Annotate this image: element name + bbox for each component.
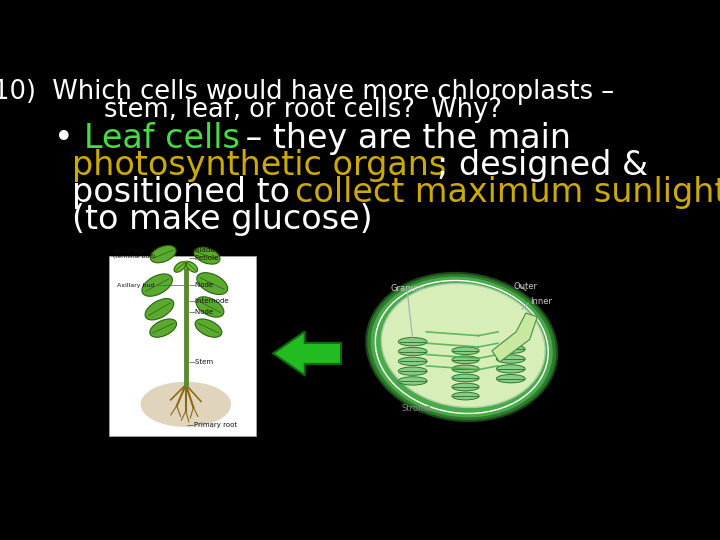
Text: – they are the main: – they are the main (235, 122, 572, 155)
Text: Leaf cells: Leaf cells (84, 122, 240, 155)
Ellipse shape (150, 319, 176, 338)
Ellipse shape (497, 345, 525, 353)
Text: stem, leaf, or root cells?  Why?: stem, leaf, or root cells? Why? (104, 97, 503, 123)
Ellipse shape (140, 382, 231, 427)
Ellipse shape (452, 365, 479, 373)
Text: —Node: —Node (189, 282, 214, 288)
Ellipse shape (366, 273, 557, 421)
Ellipse shape (398, 347, 427, 356)
Ellipse shape (398, 357, 427, 366)
Ellipse shape (194, 247, 220, 264)
Text: photosynthetic organs: photosynthetic organs (72, 149, 446, 182)
Bar (109, 256, 256, 436)
Ellipse shape (452, 383, 479, 391)
Text: collect maximum sunlight: collect maximum sunlight (295, 176, 720, 209)
Ellipse shape (196, 297, 224, 317)
Ellipse shape (452, 356, 479, 363)
Ellipse shape (398, 367, 427, 375)
Ellipse shape (497, 355, 525, 363)
Ellipse shape (452, 374, 479, 382)
Text: ; designed &: ; designed & (437, 149, 648, 182)
Text: Outer: Outer (513, 282, 537, 291)
Ellipse shape (398, 338, 427, 346)
Text: positioned to: positioned to (72, 176, 301, 209)
Ellipse shape (150, 246, 176, 263)
Ellipse shape (142, 274, 172, 296)
Text: Inner: Inner (530, 297, 552, 306)
Ellipse shape (452, 347, 479, 355)
Text: —Node: —Node (189, 308, 214, 314)
Ellipse shape (398, 377, 427, 385)
Text: —Blade: —Blade (189, 247, 215, 253)
Text: •: • (54, 122, 84, 155)
Text: Axillary bud: Axillary bud (117, 282, 154, 288)
FancyArrow shape (273, 332, 341, 375)
Ellipse shape (370, 276, 554, 418)
Text: Stroma: Stroma (401, 404, 431, 414)
Text: —Primary root: —Primary root (187, 422, 238, 428)
Ellipse shape (174, 262, 186, 272)
Text: Granum: Granum (390, 284, 424, 293)
Polygon shape (492, 313, 537, 362)
Ellipse shape (497, 375, 525, 383)
Text: (to make glucose): (to make glucose) (72, 203, 373, 236)
Ellipse shape (195, 319, 222, 338)
Text: —Petiole: —Petiole (189, 255, 219, 261)
Ellipse shape (452, 392, 479, 400)
Ellipse shape (497, 364, 525, 373)
Text: —Internode: —Internode (189, 298, 230, 304)
Text: 10)  Which cells would have more chloroplasts –: 10) Which cells would have more chloropl… (0, 79, 614, 105)
Text: Apical bud
(terminal bud): Apical bud (terminal bud) (113, 248, 156, 259)
Ellipse shape (145, 299, 174, 320)
Ellipse shape (382, 284, 545, 408)
Text: —Stem: —Stem (189, 359, 214, 365)
Ellipse shape (197, 273, 228, 294)
Ellipse shape (186, 262, 197, 272)
